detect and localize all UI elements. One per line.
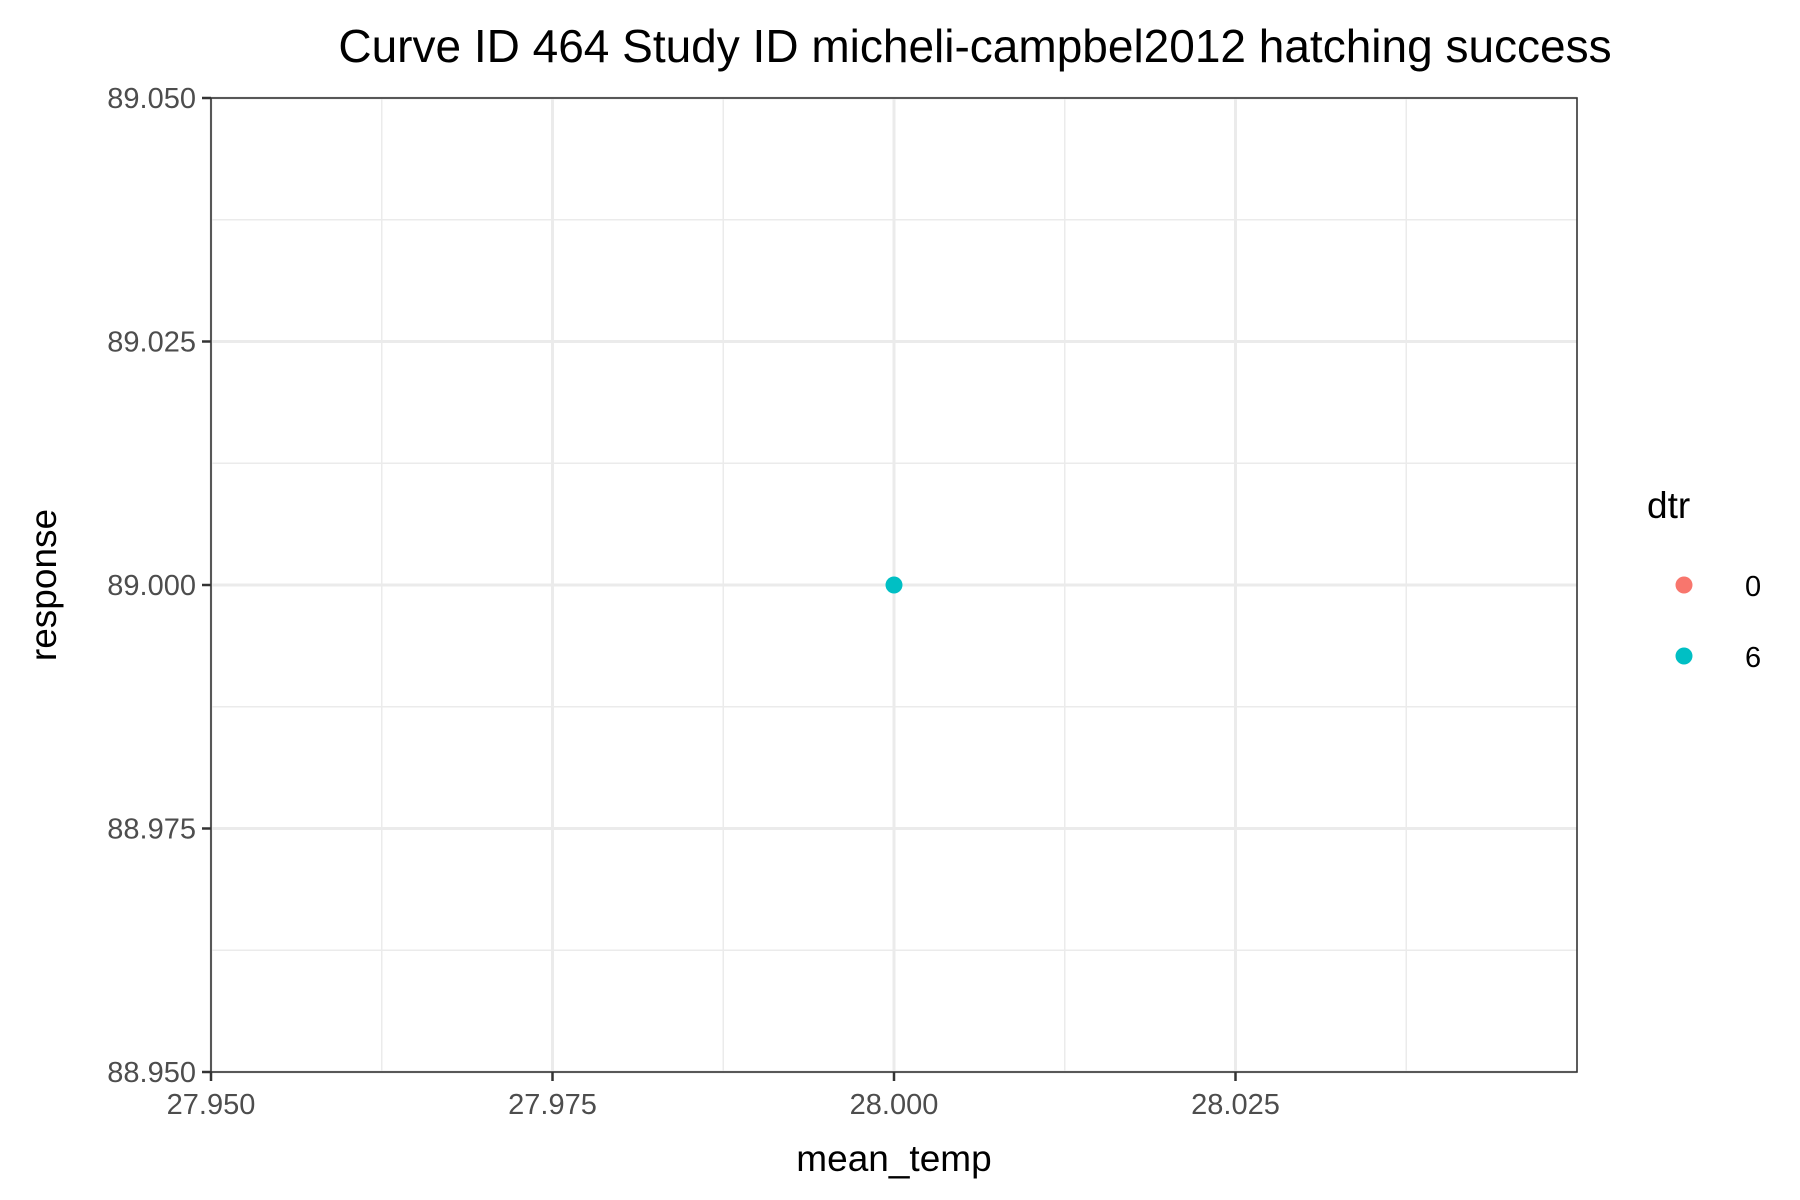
legend-title: dtr <box>1647 485 1690 526</box>
y-tick-label: 89.050 <box>107 83 196 115</box>
y-tick-label: 88.950 <box>107 1057 196 1089</box>
y-tick-label: 89.025 <box>107 327 196 359</box>
chart-title: Curve ID 464 Study ID micheli-campbel201… <box>338 20 1611 72</box>
x-tick-label: 27.975 <box>508 1089 597 1121</box>
y-axis-title: response <box>23 509 64 661</box>
x-tick-label: 28.000 <box>850 1089 939 1121</box>
y-axis: 88.950 88.975 89.000 89.025 89.050 <box>107 83 211 1089</box>
legend-label: 6 <box>1745 642 1761 674</box>
x-axis: 27.950 27.975 28.000 28.025 <box>167 1072 1280 1121</box>
legend-label: 0 <box>1745 571 1761 603</box>
legend-entry: 0 <box>1675 571 1761 603</box>
y-tick-label: 89.000 <box>107 570 196 602</box>
legend-entry: 6 <box>1675 642 1761 674</box>
legend: dtr 06 <box>1647 485 1761 674</box>
data-points <box>885 576 903 594</box>
legend-key <box>1675 647 1693 665</box>
legend-entries: 06 <box>1675 571 1761 674</box>
x-axis-title: mean_temp <box>796 1138 991 1179</box>
legend-key <box>1675 576 1693 594</box>
data-point <box>885 576 903 594</box>
x-tick-label: 28.025 <box>1191 1089 1280 1121</box>
y-tick-label: 88.975 <box>107 814 196 846</box>
x-tick-label: 27.950 <box>167 1089 256 1121</box>
